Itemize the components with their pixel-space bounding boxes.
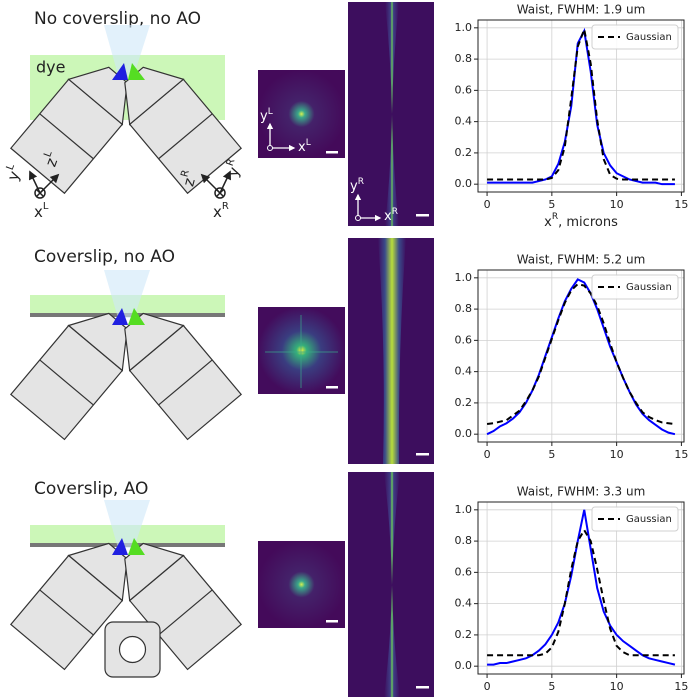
row-title: No coverslip, no AO bbox=[34, 9, 201, 29]
chart-title: Waist, FWHM: 3.3 um bbox=[517, 485, 646, 499]
y-tick-label: 0.2 bbox=[455, 628, 473, 641]
legend-label: Gaussian bbox=[626, 514, 672, 525]
image-axis-label: yR bbox=[350, 177, 364, 194]
x-tick-label: 10 bbox=[610, 680, 624, 693]
diagram: dye yL zL xL zR yR xR bbox=[3, 25, 243, 221]
y-tick-label: 0.2 bbox=[455, 396, 473, 409]
y-tick-label: 0.8 bbox=[455, 302, 473, 315]
legend: Gaussian bbox=[591, 274, 679, 300]
x-tick-label: 0 bbox=[484, 198, 491, 211]
series-line bbox=[487, 528, 675, 657]
image-axis-base: y bbox=[350, 179, 358, 194]
series-line bbox=[486, 278, 676, 436]
image-axis-base: x bbox=[384, 209, 392, 224]
x-tick-label: 0 bbox=[484, 448, 491, 461]
diagram bbox=[10, 500, 242, 678]
legend-box bbox=[591, 274, 679, 300]
x-tick-label: 0 bbox=[484, 680, 491, 693]
series-line bbox=[486, 282, 676, 426]
plot-frame bbox=[477, 19, 685, 193]
y-tick-label: 0.2 bbox=[455, 146, 473, 159]
x-axis-label-sup: R bbox=[552, 212, 558, 222]
axis-symbol-base: x bbox=[34, 203, 43, 221]
x-tick-label: 5 bbox=[548, 198, 555, 211]
y-tick-label: 1.0 bbox=[455, 271, 473, 284]
row-title: Coverslip, no AO bbox=[34, 247, 175, 267]
chart-title: Waist, FWHM: 5.2 um bbox=[517, 253, 646, 267]
line-chart: 0.0 0.2 0.4 0.6 0.8 1.0 0 5 10 15 Waist, FWHM: 1.9… bbox=[455, 3, 689, 230]
y-tick-label: 0.8 bbox=[455, 534, 473, 547]
plot-frame bbox=[477, 501, 685, 675]
y-tick-label: 0.6 bbox=[455, 565, 473, 578]
axis-symbol-sup: R bbox=[179, 169, 191, 179]
row-title: Coverslip, AO bbox=[34, 479, 148, 499]
axis-symbol-sup: R bbox=[225, 157, 238, 167]
y-tick-label: 0.4 bbox=[455, 115, 473, 128]
axis-symbol: xR bbox=[213, 201, 229, 221]
x-axis-label-base: x bbox=[544, 215, 552, 230]
axis-symbol-sup: L bbox=[5, 162, 17, 171]
y-tick-label: 0.4 bbox=[455, 597, 473, 610]
psf-images: yL xL yR xR bbox=[258, 2, 434, 697]
series-line bbox=[487, 25, 675, 181]
diagram bbox=[10, 270, 242, 441]
image-axis-sup: R bbox=[392, 207, 398, 217]
y-tick-label: 0.0 bbox=[455, 659, 473, 672]
y-tick-label: 0.0 bbox=[455, 427, 473, 440]
x-tick-label: 5 bbox=[548, 680, 555, 693]
image-axis-base: y bbox=[260, 109, 268, 124]
plot-frame bbox=[477, 269, 685, 443]
axis-symbol-base: x bbox=[213, 203, 222, 221]
image-axis-label: xR bbox=[384, 207, 398, 224]
axis-symbol-sup: L bbox=[42, 149, 54, 158]
legend-box bbox=[591, 24, 679, 50]
y-tick-label: 0.4 bbox=[455, 365, 473, 378]
image-axis-sup: R bbox=[358, 177, 364, 187]
axis-symbol-sup: L bbox=[43, 201, 49, 212]
medium-label: dye bbox=[36, 58, 65, 77]
y-tick-label: 1.0 bbox=[455, 503, 473, 516]
y-tick-label: 0.8 bbox=[455, 52, 473, 65]
image-axis-sup: L bbox=[268, 107, 273, 117]
line-chart: 0.0 0.2 0.4 0.6 0.8 1.0 0 5 10 15 Waist, FWHM: 5.2… bbox=[455, 253, 689, 462]
x-axis-label: xR, microns bbox=[544, 212, 618, 230]
y-tick-label: 1.0 bbox=[455, 21, 473, 34]
line-chart: 0.0 0.2 0.4 0.6 0.8 1.0 0 5 10 15 Waist, FWHM: 3.3… bbox=[455, 485, 689, 694]
x-tick-label: 10 bbox=[610, 448, 624, 461]
x-tick-label: 10 bbox=[610, 198, 624, 211]
legend-label: Gaussian bbox=[626, 32, 672, 43]
chart-title: Waist, FWHM: 1.9 um bbox=[517, 3, 646, 17]
x-tick-label: 5 bbox=[548, 448, 555, 461]
legend-label: Gaussian bbox=[626, 282, 672, 293]
image-axis-base: x bbox=[298, 140, 306, 155]
y-tick-label: 0.6 bbox=[455, 333, 473, 346]
image-axis-sup: L bbox=[306, 138, 311, 148]
axis-symbol-sup: R bbox=[222, 201, 229, 212]
legend-box bbox=[591, 506, 679, 532]
image-axis-label: yL bbox=[260, 107, 273, 124]
legend: Gaussian bbox=[591, 506, 679, 532]
y-tick-label: 0.6 bbox=[455, 83, 473, 96]
x-axis-label-rest: , microns bbox=[558, 215, 618, 230]
axis-symbol: xL bbox=[34, 201, 49, 221]
charts: 0.0 0.2 0.4 0.6 0.8 1.0 0 5 10 15 Waist, FWHM: 1.9… bbox=[455, 3, 689, 694]
x-tick-label: 15 bbox=[674, 448, 688, 461]
y-tick-label: 0.0 bbox=[455, 177, 473, 190]
legend: Gaussian bbox=[591, 24, 679, 50]
image-axis-label: xL bbox=[298, 138, 311, 155]
x-tick-label: 15 bbox=[674, 198, 688, 211]
x-tick-label: 15 bbox=[674, 680, 688, 693]
